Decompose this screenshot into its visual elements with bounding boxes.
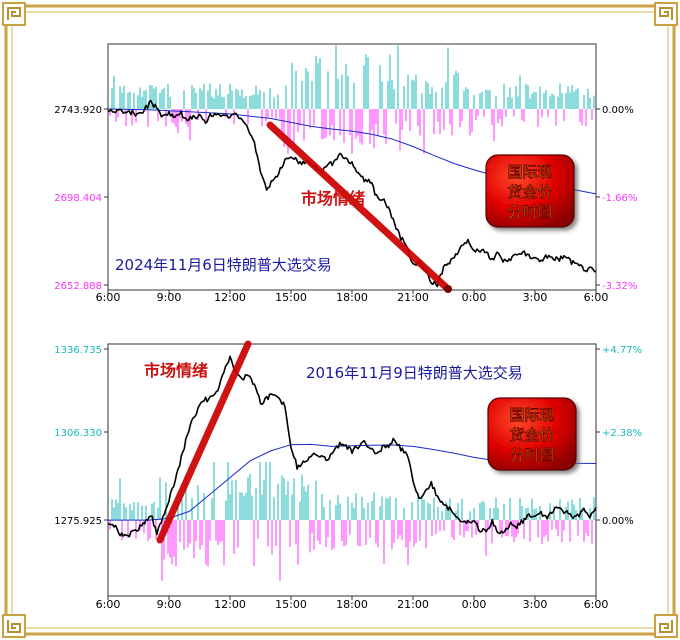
chart-title: 2016年11月9日特朗普大选交易 — [306, 364, 523, 382]
y-left-tick-label: 2652.888 — [54, 281, 102, 292]
y-left-tick-label: 1336.735 — [54, 345, 102, 356]
badge-line: 分时图 — [509, 446, 554, 464]
x-tick-label: 12:00 — [214, 598, 246, 611]
trend-endpoint — [444, 285, 452, 293]
x-tick-label: 0:00 — [462, 598, 487, 611]
trend-arrow — [156, 340, 252, 544]
market-sentiment-label: 市场情绪 — [301, 189, 365, 208]
volume-bars — [109, 462, 595, 581]
y-left-tick-label: 1275.925 — [54, 516, 102, 527]
y-left-tick-label: 2743.920 — [54, 105, 102, 116]
trend-arrow — [266, 121, 452, 293]
y-right-tick-label: 0.00% — [602, 105, 634, 116]
x-tick-label: 6:00 — [584, 291, 609, 304]
x-tick-label: 9:00 — [157, 598, 182, 611]
x-tick-label: 0:00 — [462, 291, 487, 304]
y-right-tick-label: -3.32% — [602, 281, 637, 292]
volume-bars — [109, 45, 595, 154]
x-tick-label: 9:00 — [157, 291, 182, 304]
x-tick-label: 3:00 — [523, 598, 548, 611]
chart-2024: 2743.920 2698.404 2652.888 0.00% -1.66% -3.32… — [54, 43, 637, 304]
badge-background — [487, 397, 577, 471]
corner-ornament-top-left — [2, 2, 26, 26]
x-tick-label: 21:00 — [397, 291, 429, 304]
badge-line: 国际现 — [507, 163, 552, 181]
badge-background — [485, 154, 575, 228]
corner-ornament-bottom-left — [2, 614, 26, 638]
y-left-tick-label: 2698.404 — [54, 193, 102, 204]
corner-ornament-bottom-right — [654, 614, 678, 638]
badge-line: 国际现 — [509, 406, 554, 424]
gold-frame — [4, 4, 676, 636]
y-right-tick-label: 0.00% — [602, 516, 634, 527]
x-tick-label: 15:00 — [275, 291, 307, 304]
x-tick-label: 15:00 — [275, 598, 307, 611]
x-tick-label: 6:00 — [96, 598, 121, 611]
market-sentiment-label: 市场情绪 — [144, 361, 208, 380]
x-tick-label: 6:00 — [96, 291, 121, 304]
chart-title: 2024年11月6日特朗普大选交易 — [115, 256, 332, 274]
price-line — [107, 99, 597, 288]
x-tick-label: 18:00 — [336, 598, 368, 611]
badge-line: 货金价 — [507, 183, 553, 201]
badge-line: 货金价 — [509, 426, 555, 444]
y-left-tick-label: 1306.330 — [54, 428, 102, 439]
x-tick-label: 3:00 — [523, 291, 548, 304]
x-tick-label: 12:00 — [214, 291, 246, 304]
corner-ornament-top-right — [654, 2, 678, 26]
badge-line: 分时图 — [507, 203, 552, 221]
y-right-tick-label: -1.66% — [602, 193, 637, 204]
chart-2016: 1336.735 1306.330 1275.925 +4.77% +2.38% 0.00… — [54, 340, 642, 611]
x-tick-label: 18:00 — [336, 291, 368, 304]
price-line — [107, 355, 597, 538]
x-tick-label: 6:00 — [584, 598, 609, 611]
y-right-tick-label: +4.77% — [602, 345, 642, 356]
y-right-tick-label: +2.38% — [602, 428, 642, 439]
x-tick-label: 21:00 — [397, 598, 429, 611]
